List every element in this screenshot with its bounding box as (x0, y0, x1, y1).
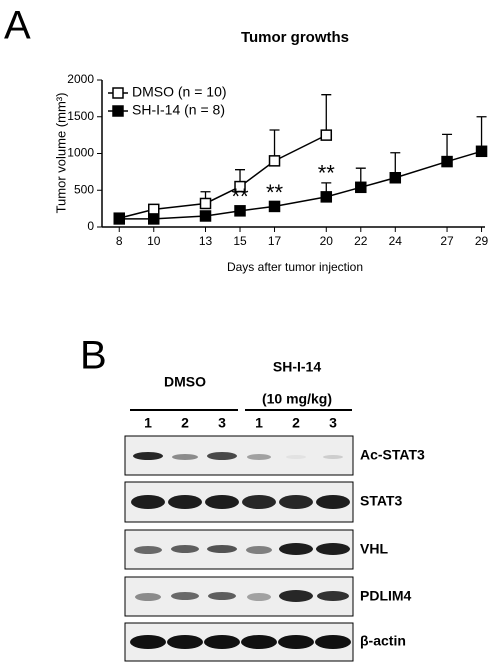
band (286, 455, 306, 459)
band (278, 635, 314, 649)
marker (148, 213, 160, 225)
band (247, 454, 271, 460)
lane-label: 1 (255, 415, 263, 431)
legend-marker (112, 105, 124, 117)
band (168, 495, 202, 509)
row-label: Ac-STAT3 (360, 447, 425, 463)
panel-label: A (4, 4, 31, 48)
band (134, 546, 162, 554)
marker (441, 155, 453, 168)
annotation: ** (231, 184, 249, 209)
band (317, 591, 349, 601)
marker (113, 213, 126, 225)
bands (130, 452, 351, 649)
band (247, 593, 271, 601)
marker (148, 203, 160, 216)
lane-label: 3 (329, 415, 337, 431)
y-tick-label: 1000 (67, 146, 94, 160)
band (316, 495, 350, 509)
lane-label: 3 (218, 415, 226, 431)
series-line (119, 150, 482, 220)
band (323, 455, 343, 459)
group-sublabel: (10 mg/kg) (262, 391, 332, 407)
y-axis-label: Tumor volume (mm³) (53, 93, 68, 214)
blot-strip (124, 576, 354, 617)
row-label: STAT3 (360, 493, 402, 509)
band (279, 495, 313, 509)
chart-title: Tumor growths (241, 29, 349, 46)
blot-panel: B DMSO SH-I-14 (10 mg/kg) 1 2 3 1 2 3 (80, 334, 425, 662)
marker (199, 197, 212, 210)
x-tick-label: 29 (475, 234, 489, 248)
x-tick-label: 20 (320, 234, 334, 248)
band (246, 546, 272, 554)
y-tick-label: 1500 (67, 109, 94, 123)
y-tick-label: 500 (74, 182, 94, 196)
annotation: ** (318, 161, 336, 186)
group-label: SH-I-14 (273, 359, 321, 375)
group-label: DMSO (164, 374, 206, 390)
band (207, 452, 237, 460)
row-label: β-actin (360, 633, 406, 649)
x-tick-label: 22 (354, 234, 368, 248)
band (171, 592, 199, 600)
marker (234, 180, 246, 193)
band (207, 545, 237, 553)
x-tick-label: 10 (147, 234, 161, 248)
marker (234, 205, 246, 217)
y-tick-label: 2000 (67, 72, 94, 86)
series-line (119, 134, 327, 219)
band (131, 495, 165, 509)
error-bar (476, 116, 487, 152)
lane-label: 2 (181, 415, 189, 431)
x-axis-label: Days after tumor injection (227, 260, 363, 274)
band (204, 635, 240, 649)
x-tick-label: 24 (389, 234, 403, 248)
x-tick-label: 27 (440, 234, 454, 248)
row-label: VHL (360, 541, 388, 557)
x-tick-label: 15 (233, 234, 247, 248)
marker (320, 129, 333, 141)
lane-label: 1 (144, 415, 152, 431)
band (279, 590, 313, 602)
marker (268, 200, 281, 213)
blot-strip (124, 529, 354, 570)
band (208, 592, 236, 600)
marker (268, 155, 281, 167)
row-label: PDLIM4 (360, 588, 412, 604)
band (135, 593, 161, 601)
band (279, 543, 313, 555)
x-tick-label: 17 (268, 234, 282, 248)
legend-label: DMSO (n = 10) (132, 84, 227, 100)
legend-label: SH-I-14 (n = 8) (132, 102, 225, 118)
marker (320, 191, 333, 203)
panel-label: B (80, 334, 107, 378)
band (167, 635, 203, 649)
annotation: ** (266, 180, 284, 205)
marker (355, 181, 367, 194)
band (315, 635, 351, 649)
band (241, 635, 277, 649)
marker (389, 172, 402, 184)
band (205, 495, 239, 509)
marker (475, 145, 488, 158)
band (133, 452, 163, 460)
marker (199, 210, 212, 222)
band (130, 635, 166, 649)
error-bar (321, 94, 332, 136)
x-tick-label: 13 (199, 234, 213, 248)
band (316, 543, 350, 555)
band (171, 545, 199, 553)
band (172, 454, 198, 460)
legend-marker (112, 87, 124, 99)
band (242, 495, 276, 509)
x-tick-label: 8 (116, 234, 123, 248)
blot-strip (124, 435, 354, 476)
y-tick-label: 0 (87, 219, 94, 233)
lane-label: 2 (292, 415, 300, 431)
